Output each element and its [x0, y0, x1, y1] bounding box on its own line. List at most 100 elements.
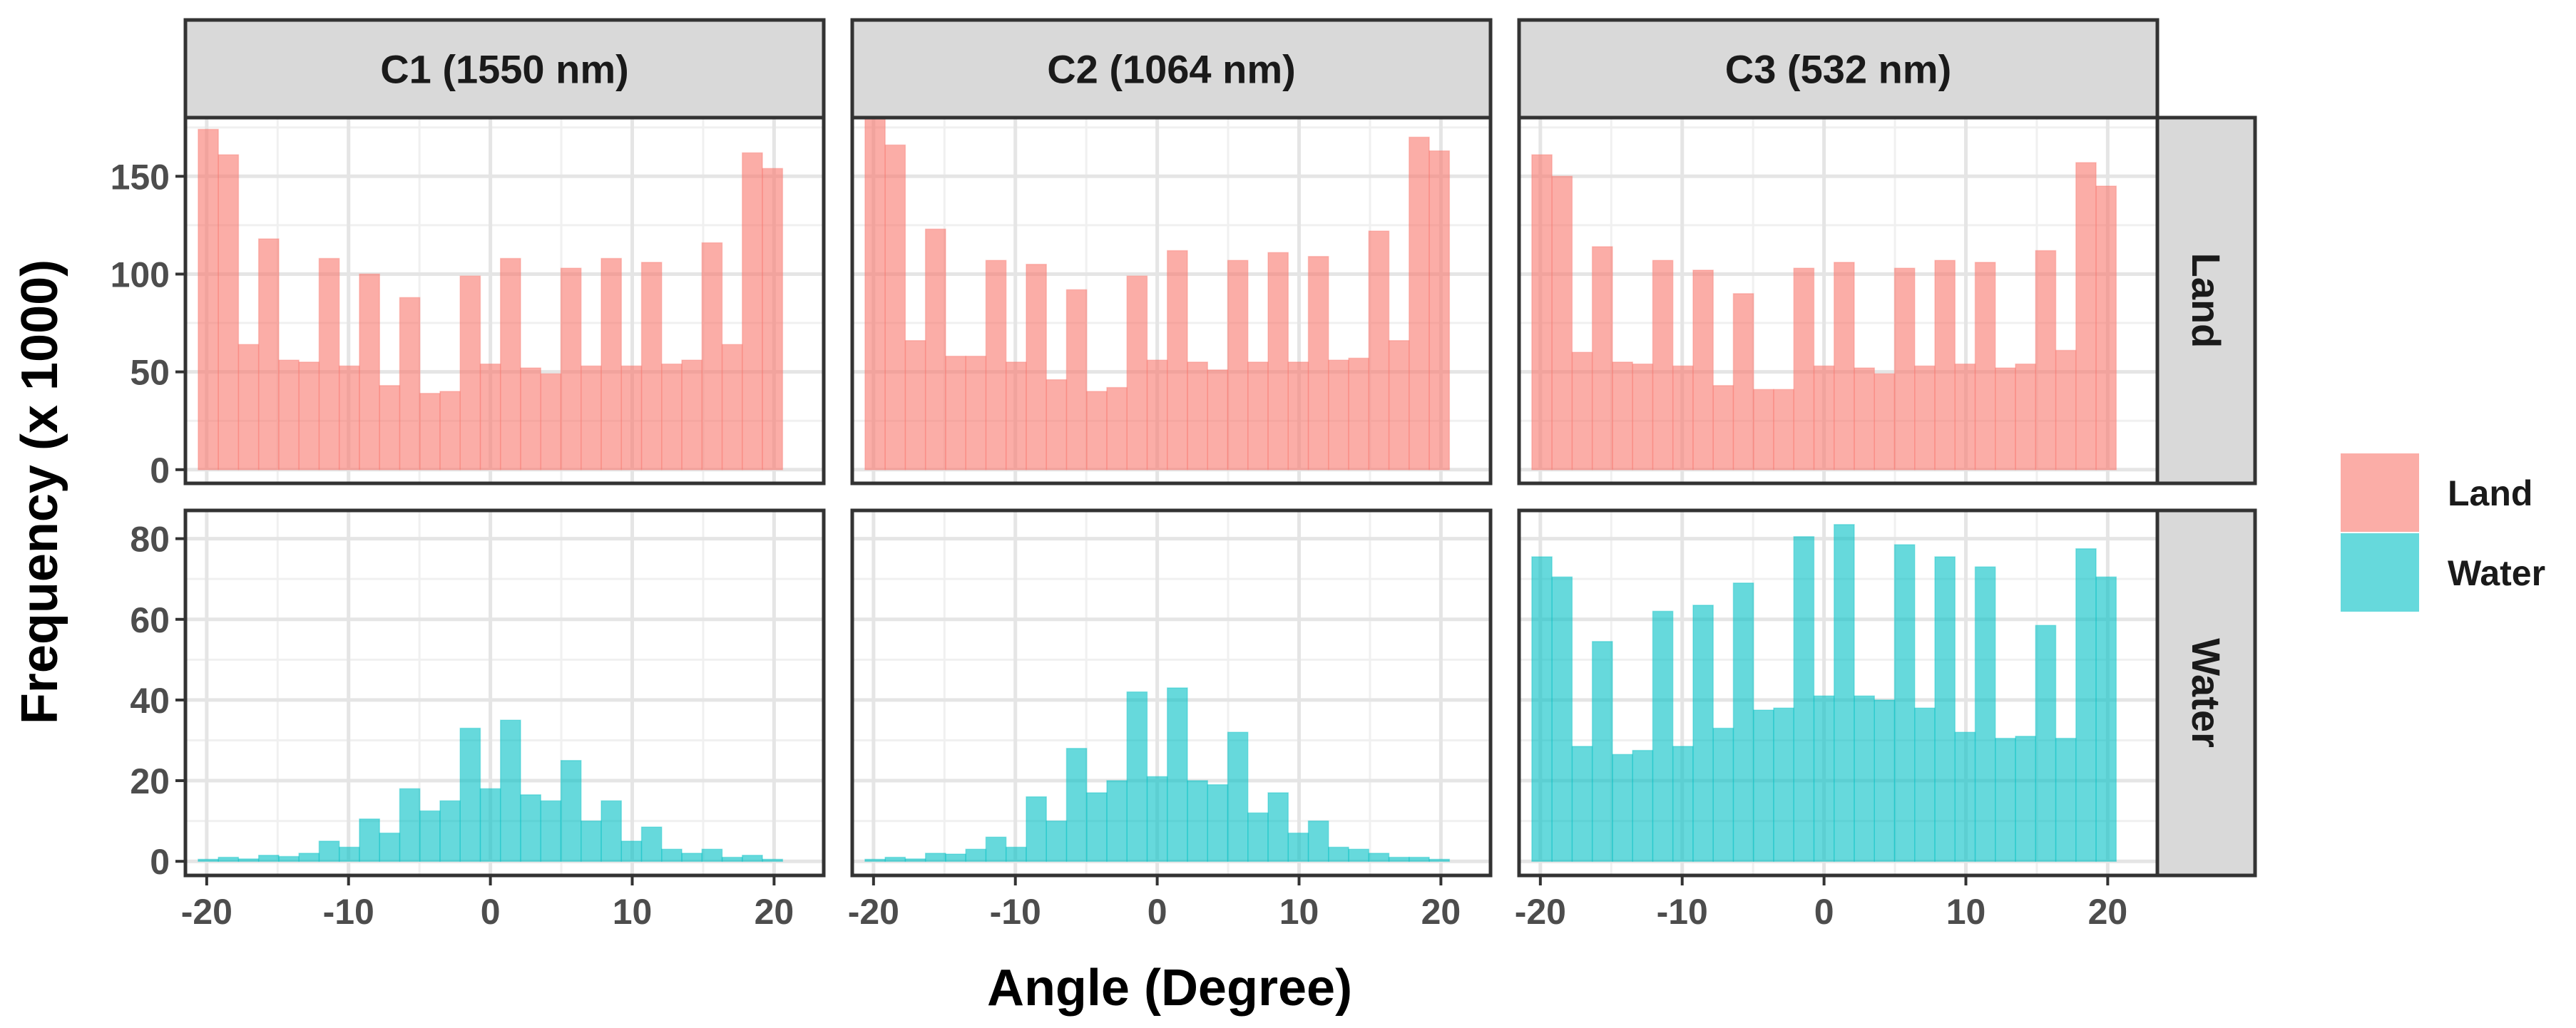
bar: [1328, 359, 1349, 471]
bar: [499, 257, 521, 471]
strip-background: [2155, 508, 2257, 878]
bar: [1348, 357, 1370, 471]
panel-border: [183, 508, 826, 878]
bar: [2015, 363, 2037, 471]
panel-water-c3: [1517, 508, 2160, 878]
legend-swatch: [2341, 533, 2419, 612]
bar: [419, 393, 441, 471]
bar: [1126, 691, 1148, 862]
y-tick-label: 60: [130, 600, 170, 640]
x-axis-ticks: -20 -10 0 10 20 -20 -10 0 10 20 -20 -10 0 10 20: [181, 875, 2128, 932]
row-strip-water: Water: [2155, 508, 2257, 878]
bar: [1388, 856, 1410, 862]
bar: [1632, 749, 1654, 862]
row-strip-label: Land: [2184, 253, 2229, 349]
bar: [742, 152, 763, 471]
bar: [600, 257, 623, 471]
y-tick-label: 20: [130, 761, 170, 801]
column-strip-c2: C2 (1064 nm): [850, 18, 1493, 120]
bar: [701, 242, 723, 471]
x-tick-label: -10: [990, 892, 1041, 932]
bar: [479, 788, 501, 862]
bar: [1914, 365, 1936, 471]
bar: [1227, 259, 1249, 471]
bar: [459, 275, 481, 471]
bar: [1893, 544, 1916, 862]
bar: [681, 359, 703, 471]
bar: [218, 154, 240, 471]
bar: [864, 858, 886, 862]
bar: [399, 788, 421, 862]
bar: [1247, 812, 1269, 862]
bar: [359, 818, 380, 862]
bar: [459, 727, 481, 862]
panel-land-c2: [850, 113, 1493, 485]
bar: [2035, 250, 2057, 471]
x-tick-label: 20: [2088, 892, 2128, 932]
bar: [2095, 576, 2117, 862]
x-tick-label: -20: [1515, 892, 1566, 932]
bar: [2055, 349, 2077, 471]
bar: [1106, 386, 1128, 471]
bar: [1773, 389, 1794, 471]
bar: [1187, 361, 1209, 471]
column-strips: C1 (1550 nm) C2 (1064 nm) C3 (532 nm): [183, 18, 2160, 120]
bar: [1874, 373, 1896, 471]
bar: [640, 826, 663, 862]
x-tick-label: 0: [1814, 892, 1834, 932]
bar: [1672, 746, 1694, 862]
bar: [379, 832, 401, 862]
legend-label: Water: [2448, 553, 2545, 593]
bar: [1207, 369, 1229, 471]
bars: [864, 113, 1451, 471]
bar: [1692, 605, 1714, 862]
bar: [1954, 363, 1976, 471]
bar: [439, 800, 461, 862]
bars: [1531, 154, 2117, 471]
bar: [681, 853, 703, 862]
bar: [985, 259, 1007, 471]
bar: [1874, 699, 1896, 862]
bar: [1065, 748, 1088, 862]
bar: [1106, 780, 1128, 862]
bar: [1287, 361, 1309, 471]
bar: [985, 836, 1007, 862]
bar: [701, 848, 723, 862]
bar: [1046, 820, 1068, 862]
bar: [1026, 796, 1047, 862]
bar: [1632, 363, 1654, 471]
x-tick-label: 10: [1946, 892, 1986, 932]
bar: [1793, 536, 1815, 862]
column-strip-c3: C3 (532 nm): [1517, 18, 2160, 120]
bar: [1652, 610, 1674, 862]
bar: [318, 257, 340, 471]
legend-item-land: Land: [2341, 453, 2532, 532]
bar: [1267, 792, 1289, 862]
bar: [1712, 727, 1734, 862]
bar: [1126, 275, 1148, 471]
bar: [419, 810, 441, 862]
facet-panels: [183, 113, 2160, 878]
bar: [581, 365, 602, 471]
bar: [379, 385, 401, 471]
bar: [1612, 754, 1633, 862]
x-tick-label: -10: [323, 892, 374, 932]
panel-land-c1: [183, 115, 826, 485]
bar: [721, 344, 743, 471]
x-tick-label: 0: [1148, 892, 1167, 932]
bar: [479, 363, 501, 471]
bar: [1712, 385, 1734, 471]
x-axis-title: Angle (Degree): [987, 960, 1352, 1017]
bar: [318, 841, 340, 862]
bar: [1428, 150, 1451, 471]
bar: [1672, 365, 1694, 471]
strip-background: [183, 18, 826, 120]
bar: [1732, 293, 1754, 471]
bar: [1328, 846, 1349, 862]
bar: [1571, 351, 1593, 471]
bar: [1368, 230, 1390, 471]
bar: [1428, 858, 1451, 862]
bar: [1388, 339, 1410, 471]
column-strip-label: C2 (1064 nm): [1047, 47, 1296, 92]
